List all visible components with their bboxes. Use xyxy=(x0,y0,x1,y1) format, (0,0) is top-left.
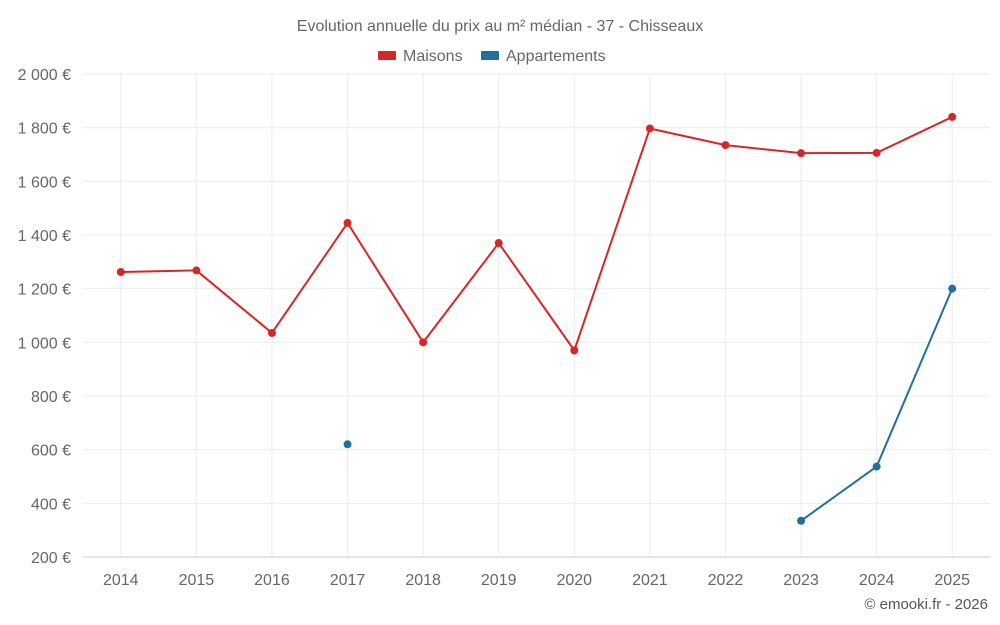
data-point-appartements-2017[interactable] xyxy=(343,440,352,449)
y-tick-label: 200 € xyxy=(31,550,71,567)
series-appartements xyxy=(343,284,957,525)
y-tick-label: 2 000 € xyxy=(18,67,71,84)
y-tick-label: 1 600 € xyxy=(18,174,71,191)
x-tick-label: 2021 xyxy=(632,572,668,589)
x-tick-label: 2017 xyxy=(330,572,366,589)
x-tick-label: 2023 xyxy=(783,572,819,589)
data-point-maisons-2025[interactable] xyxy=(948,112,957,121)
data-point-maisons-2016[interactable] xyxy=(267,328,276,337)
x-tick-label: 2024 xyxy=(859,572,895,589)
legend-label-maisons: Maisons xyxy=(403,48,463,65)
data-point-maisons-2023[interactable] xyxy=(797,149,806,158)
chart-title: Evolution annuelle du prix au m² médian … xyxy=(297,18,703,35)
data-point-maisons-2015[interactable] xyxy=(192,266,201,275)
legend-label-appartements: Appartements xyxy=(506,48,606,65)
x-axis: 2014 2015 2016 2017 2018 2019 2020 2021 2022 2023… xyxy=(83,556,990,589)
x-tick-label: 2014 xyxy=(103,572,139,589)
legend-item-appartements[interactable]: Appartements xyxy=(481,48,606,65)
legend-item-maisons[interactable]: Maisons xyxy=(378,48,463,65)
x-tick-label: 2018 xyxy=(405,572,441,589)
y-tick-label: 1 400 € xyxy=(18,228,71,245)
x-tick-label: 2020 xyxy=(556,572,592,589)
legend-swatch-appartements xyxy=(481,51,499,60)
data-point-maisons-2020[interactable] xyxy=(570,346,579,355)
x-tick-label: 2025 xyxy=(934,572,970,589)
credit-text: © emooki.fr - 2026 xyxy=(864,596,988,613)
data-point-appartements-2024[interactable] xyxy=(872,462,881,471)
x-tick-label: 2022 xyxy=(708,572,744,589)
y-tick-label: 1 800 € xyxy=(18,121,71,138)
data-point-appartements-2023[interactable] xyxy=(797,516,806,525)
series-maisons xyxy=(116,112,957,355)
y-tick-label: 1 000 € xyxy=(18,335,71,352)
data-point-maisons-2014[interactable] xyxy=(116,268,125,277)
legend: Maisons Appartements xyxy=(378,48,606,65)
legend-swatch-maisons xyxy=(378,51,396,60)
data-point-maisons-2021[interactable] xyxy=(645,124,654,133)
grid xyxy=(83,73,990,558)
y-tick-label: 800 € xyxy=(31,389,71,406)
x-tick-label: 2016 xyxy=(254,572,290,589)
series xyxy=(116,112,957,525)
y-tick-label: 1 200 € xyxy=(18,282,71,299)
x-tick-label: 2019 xyxy=(481,572,517,589)
series-line-maisons xyxy=(120,116,953,352)
y-axis: 200 € 400 € 600 € 800 € 1 000 € 1 200 € 1 400 … xyxy=(18,67,71,567)
data-point-maisons-2017[interactable] xyxy=(343,218,352,227)
data-point-maisons-2022[interactable] xyxy=(721,141,730,150)
data-point-maisons-2024[interactable] xyxy=(872,148,881,157)
y-tick-label: 400 € xyxy=(31,496,71,513)
x-tick-label: 2015 xyxy=(179,572,215,589)
data-point-maisons-2018[interactable] xyxy=(419,338,428,347)
data-point-maisons-2019[interactable] xyxy=(494,239,503,248)
data-point-appartements-2025[interactable] xyxy=(948,284,957,293)
y-tick-label: 600 € xyxy=(31,443,71,460)
